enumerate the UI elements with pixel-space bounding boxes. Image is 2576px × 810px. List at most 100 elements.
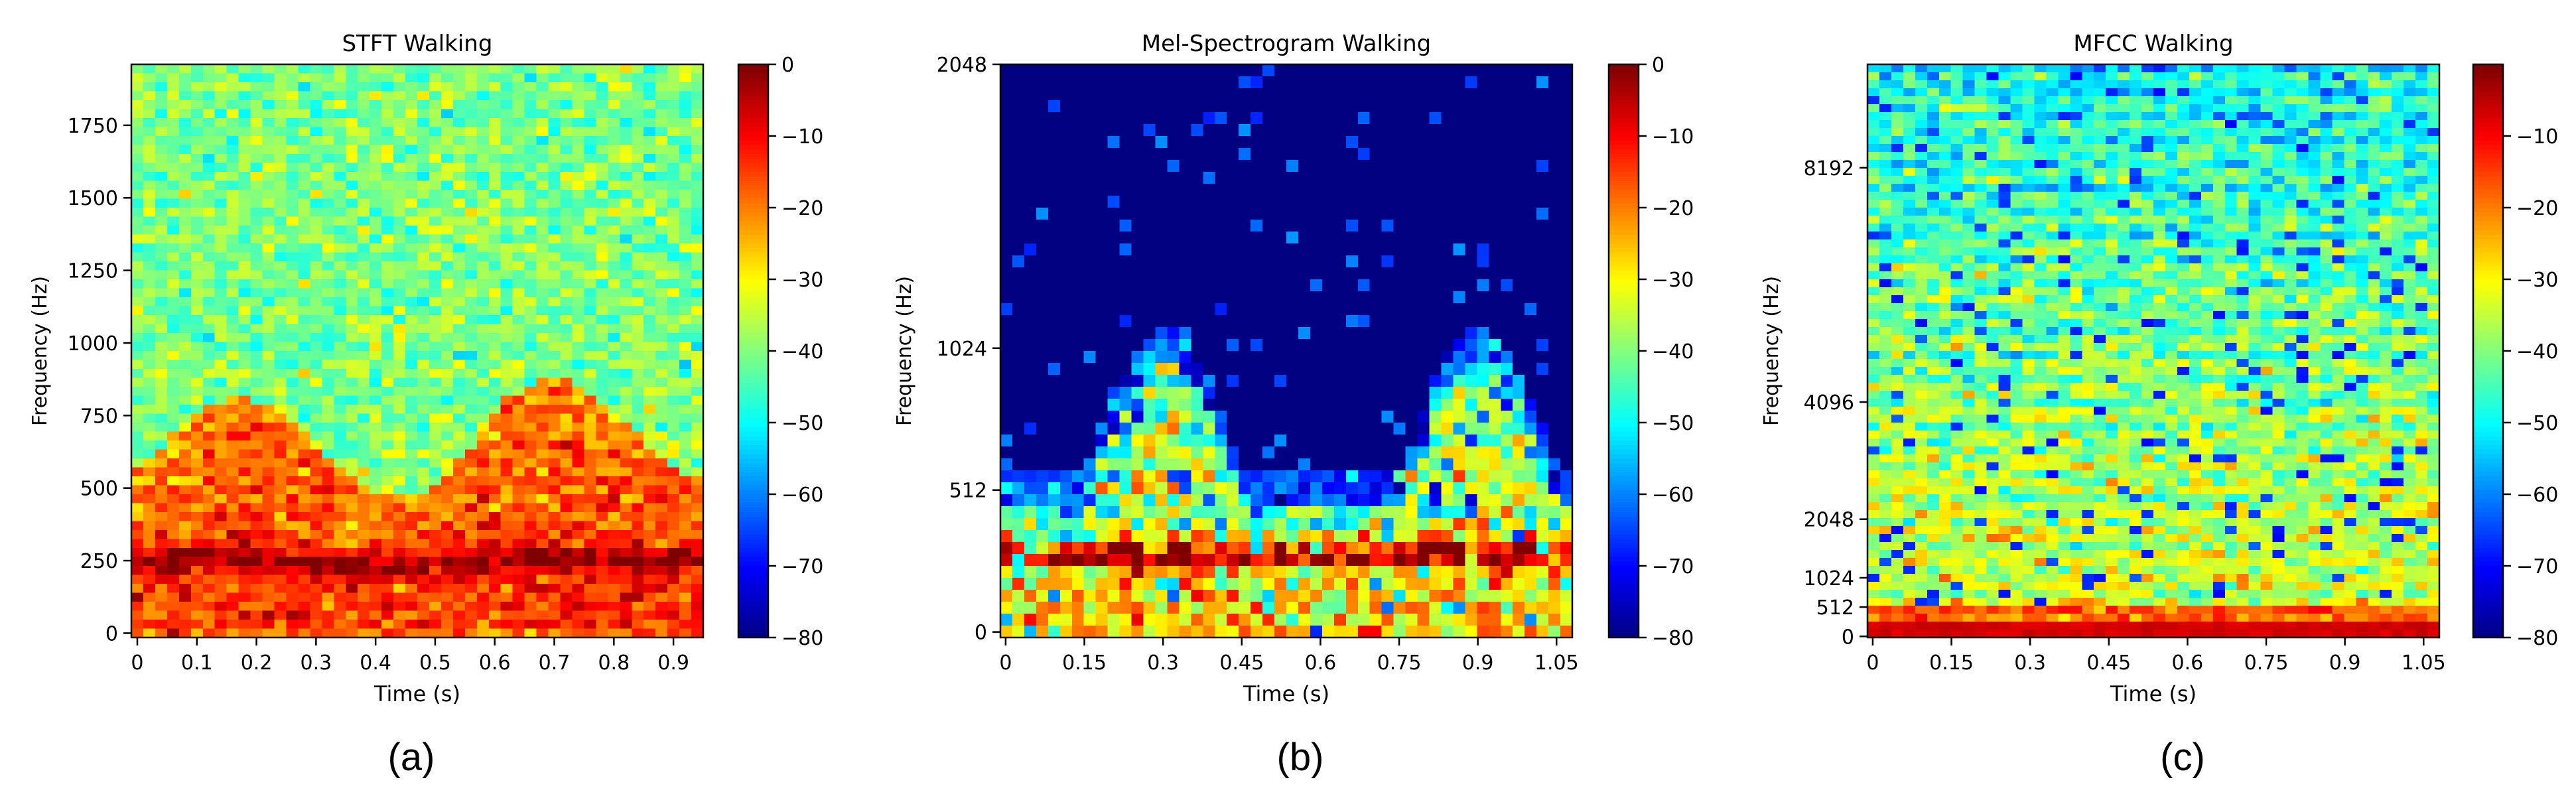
heatmap-cell [452,216,466,226]
heatmap-cell [1525,458,1537,471]
heatmap-cell [596,494,608,504]
heatmap-cell [572,440,585,450]
heatmap-cell [1000,100,1013,113]
heatmap-cell [1525,363,1537,375]
heatmap-cell [488,610,502,620]
heatmap-cell [1119,64,1132,77]
heatmap-cell [1393,363,1406,375]
heatmap-cell [1322,232,1335,244]
heatmap-cell [548,198,561,208]
heatmap-cell [608,136,620,146]
heatmap-cell [226,198,239,208]
heatmap-cell [238,592,251,602]
heatmap-cell [405,548,418,558]
heatmap-cell [1298,220,1311,232]
heatmap-cell [536,602,549,612]
heatmap-cell [429,145,442,155]
heatmap-cell [632,73,644,83]
colorbar-step [738,400,768,405]
heatmap-cell [524,584,537,594]
heatmap-cell [1071,148,1085,161]
heatmap-cell [190,208,204,218]
heatmap-cell [346,449,358,459]
heatmap-cell [1036,172,1049,184]
heatmap-cell [358,539,370,549]
heatmap-cell [1191,220,1203,232]
heatmap-cell [679,216,692,226]
heatmap-cell [1286,160,1299,172]
heatmap-cell [548,252,561,262]
heatmap-cell [512,405,525,415]
heatmap-cell [512,216,525,226]
heatmap-cell [381,395,394,405]
heatmap-cell [488,198,502,208]
heatmap-cell [250,288,263,298]
heatmap-cell [381,592,394,602]
heatmap-cell [298,423,310,433]
heatmap-cell [488,145,502,155]
heatmap-cell [393,342,406,352]
heatmap-cell [1548,196,1561,208]
heatmap-cell [131,602,144,612]
heatmap-cell [1239,220,1251,232]
heatmap-cell [381,91,394,101]
heatmap-cell [334,530,346,540]
heatmap-cell [560,557,573,567]
heatmap-cell [441,261,454,271]
heatmap-cell [1203,303,1215,316]
heatmap-cell [1333,232,1347,244]
heatmap-cell [238,521,251,531]
heatmap-cell [452,163,466,172]
heatmap-cell [441,190,454,200]
colorbar-tick-label: −30 [781,269,823,292]
colorbar-tick-label: −20 [781,197,823,220]
heatmap-cell [1083,136,1097,149]
heatmap-cell [1215,446,1227,459]
heatmap-cell [274,431,287,441]
heatmap-cell [1239,124,1251,137]
heatmap-cell [1251,279,1263,292]
heatmap-cell [1536,76,1549,89]
heatmap-cell [1310,387,1323,399]
heatmap-cell [298,566,310,576]
heatmap-cell [524,64,537,74]
heatmap-cell [1131,423,1144,435]
heatmap-cell [1536,124,1549,137]
heatmap-cell [1333,172,1347,184]
heatmap-cell [393,154,406,164]
heatmap-cell [655,73,668,83]
heatmap-cell [441,172,454,182]
heatmap-cell [464,620,478,630]
heatmap-cell [620,306,632,316]
heatmap-cell [536,91,549,101]
heatmap-cell [644,503,656,513]
heatmap-cell [1465,279,1477,292]
heatmap-cell [584,180,596,190]
heatmap-cell [1167,208,1180,220]
heatmap-cell [1477,160,1489,172]
heatmap-cell [1489,232,1501,244]
heatmap-cell [143,163,156,172]
heatmap-cell [1393,124,1406,137]
heatmap-cell [679,413,692,423]
heatmap-cell [190,610,204,620]
heatmap-cell [632,387,644,397]
heatmap-cell [1322,327,1335,340]
heatmap-cell [1167,339,1180,352]
heatmap-cell [250,333,263,343]
colorbar-step [738,306,768,311]
heatmap-cell [1357,64,1371,77]
heatmap-cell [1489,88,1501,101]
heatmap-cell [1345,327,1359,340]
heatmap-cell [596,548,608,558]
heatmap-cell [560,431,573,441]
colorbar-step [738,373,768,379]
heatmap-cell [190,413,204,423]
heatmap-cell [1155,243,1168,256]
heatmap-cell [370,413,382,423]
heatmap-cell [572,574,585,584]
heatmap-cell [572,279,585,289]
heatmap-cell [393,91,406,101]
heatmap-cell [1167,327,1180,340]
heatmap-cell [358,234,370,244]
